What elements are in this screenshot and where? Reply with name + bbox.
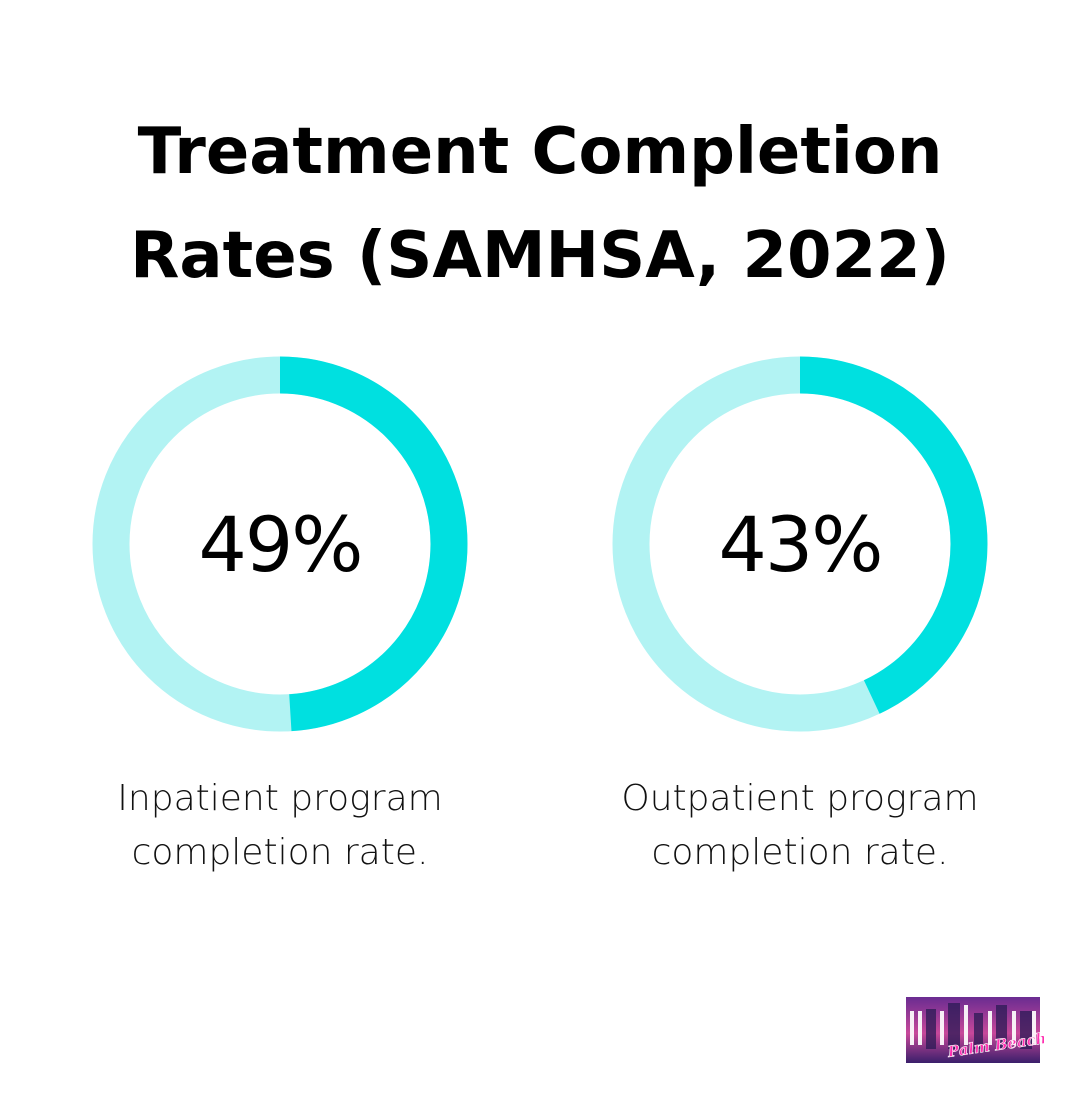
caption-inpatient: Inpatient program completion rate.	[50, 772, 510, 880]
donut-value-label: 43%	[718, 499, 884, 589]
donut-filled-arc	[92, 356, 468, 732]
donut-filled-arc	[612, 356, 988, 732]
donut-ring	[612, 356, 988, 732]
amity-palm-beach-logo: Palm Beach	[896, 993, 1048, 1067]
caption-line-1: Inpatient program	[117, 778, 443, 819]
donut-ring	[92, 356, 468, 732]
chart-title-line-2: Rates (SAMHSA, 2022)	[130, 219, 950, 293]
caption-outpatient: Outpatient program completion rate.	[570, 772, 1030, 880]
caption-line-1: Outpatient program	[621, 778, 979, 819]
donut-chart-outpatient: 43%	[610, 354, 990, 734]
donut-chart-inpatient: 49%	[90, 354, 470, 734]
logo-icon: Palm Beach	[906, 997, 1048, 1063]
caption-line-2: completion rate.	[131, 832, 429, 873]
chart-title-line-1: Treatment Completion	[137, 115, 943, 189]
chart-title: Treatment Completion Rates (SAMHSA, 2022…	[0, 100, 1080, 308]
caption-line-2: completion rate.	[651, 832, 949, 873]
donut-value-label: 49%	[198, 499, 364, 589]
